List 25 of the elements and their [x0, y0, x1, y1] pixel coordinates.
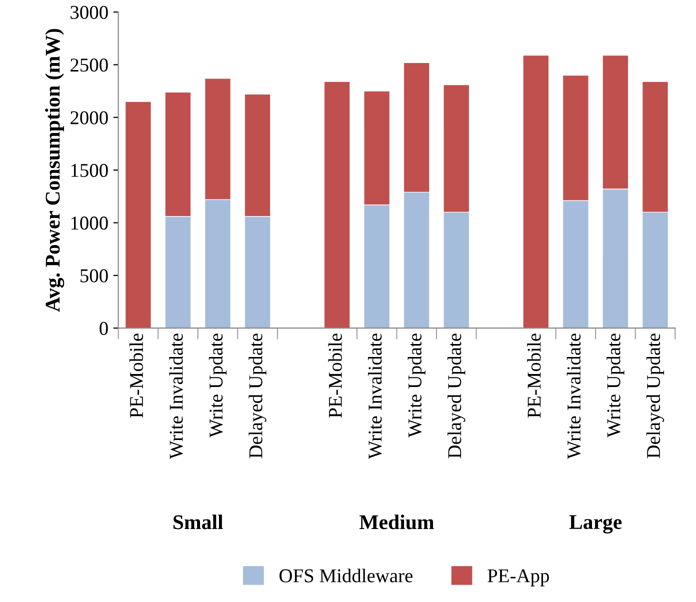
y-tick-label: 2500: [70, 58, 108, 72]
y-tick-label: 2000: [70, 111, 108, 124]
x-tick-label: Write Update: [208, 334, 227, 438]
x-tick-label: Write Invalidate: [368, 334, 382, 460]
x-tick-label: Delayed Update: [646, 334, 664, 458]
text: Small: [174, 514, 223, 530]
legend-label: OFS Middleware: [280, 568, 413, 582]
x-tick-label: PE-Mobile: [328, 334, 342, 418]
text: Large: [569, 515, 622, 534]
x-tick-label: Write Invalidate: [566, 334, 581, 460]
y-tick-label: 500: [80, 269, 108, 282]
x-tick-label: Write Update: [408, 334, 426, 438]
y-tick-label: 1000: [71, 216, 108, 230]
y-axis-title: Avg. Power Consumption (mW): [45, 28, 64, 312]
y-tick-label: 0: [100, 322, 108, 336]
x-tick-label: PE-Mobile: [527, 334, 541, 418]
text: Medium: [359, 514, 434, 530]
x-tick-label: Write Update: [606, 334, 624, 438]
y-tick-label: 1500: [71, 164, 108, 178]
y-tick-label: 3000: [70, 6, 108, 19]
x-tick-label: PE-Mobile: [129, 334, 144, 418]
x-tick-label: Write Invalidate: [169, 334, 183, 460]
legend-label: PE-App: [488, 569, 549, 586]
x-tick-label: Delayed Update: [448, 334, 466, 458]
x-tick-label: Delayed Update: [248, 334, 266, 458]
